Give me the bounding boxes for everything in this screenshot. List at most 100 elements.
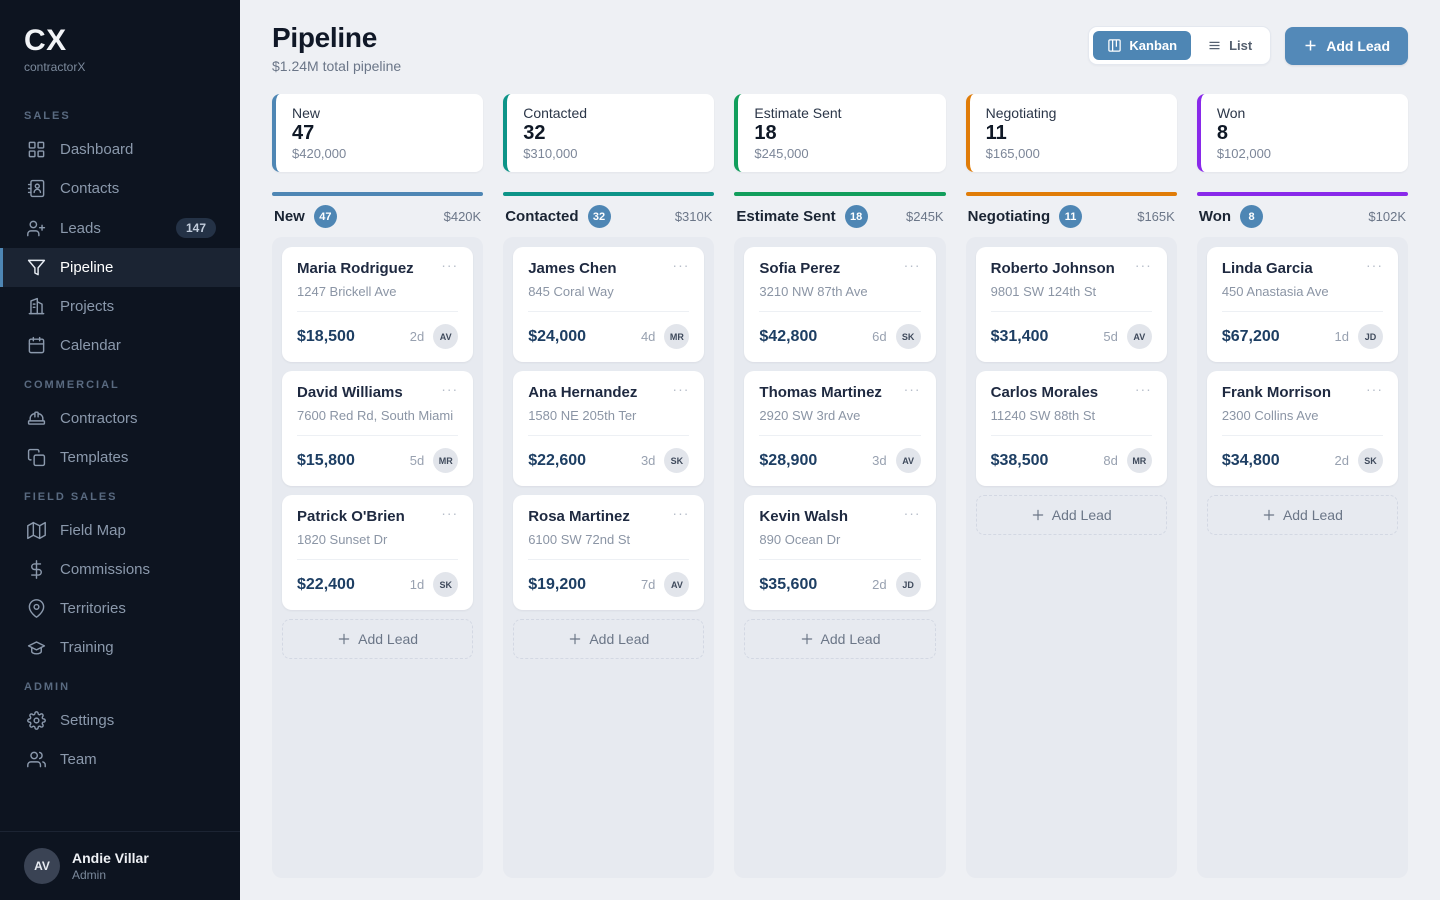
lead-card-maria-rodriguez[interactable]: Maria Rodriguez ··· 1247 Brickell Ave $18,5…	[282, 247, 474, 362]
column-add-lead-button[interactable]: Add Lead	[744, 619, 936, 659]
lead-card-sofia-perez[interactable]: Sofia Perez ··· 3210 NW 87th Ave $42,800 6d S…	[744, 247, 936, 362]
lead-card-top: Linda Garcia ···	[1222, 257, 1384, 277]
card-menu-icon[interactable]: ···	[1366, 257, 1384, 273]
app-logo: CX	[24, 24, 67, 57]
card-menu-icon[interactable]: ···	[672, 381, 690, 397]
card-menu-icon[interactable]: ···	[441, 381, 459, 397]
lead-card-footer: $15,800 5d MR	[297, 435, 459, 473]
summary-stage-label: New	[292, 105, 321, 121]
summary-stage-value: $420,000	[292, 146, 347, 161]
lead-card-top: Carlos Morales ···	[991, 381, 1152, 401]
lead-address: 9801 SW 124th St	[990, 284, 1097, 299]
lead-card-kevin-walsh[interactable]: Kevin Walsh ··· 890 Ocean Dr $35,600 2d JD	[744, 495, 936, 610]
kanban-view-button[interactable]: Kanban	[1093, 31, 1192, 60]
lead-age: 5d	[409, 453, 425, 468]
column-name: Estimate Sent	[736, 208, 836, 225]
kanban-icon	[1108, 39, 1122, 52]
lead-address: 3210 NW 87th Ave	[759, 284, 868, 299]
lead-card-roberto-johnson[interactable]: Roberto Johnson ··· 9801 SW 124th St $31,40…	[975, 247, 1167, 362]
sidebar-item-leads[interactable]: Leads 147	[0, 208, 240, 248]
lead-address: 2300 Collins Ave	[1221, 408, 1319, 423]
card-menu-icon[interactable]: ···	[1134, 381, 1152, 397]
sidebar-item-templates[interactable]: Templates	[0, 438, 240, 477]
lead-card-top: Maria Rodriguez ···	[297, 257, 459, 277]
lead-card-ana-hernandez[interactable]: Ana Hernandez ··· 1580 NE 205th Ter $22,600…	[513, 371, 705, 486]
column-count-badge: 18	[844, 205, 868, 228]
lead-card-james-chen[interactable]: James Chen ··· 845 Coral Way $24,000 4d MR	[513, 247, 705, 362]
column-add-lead-button[interactable]: Add Lead	[513, 619, 705, 659]
lead-value: $67,200	[1221, 327, 1280, 345]
lead-card-footer: $34,800 2d SK	[1221, 435, 1384, 473]
sidebar-item-calendar[interactable]: Calendar	[0, 326, 240, 365]
lead-age: 8d	[1103, 453, 1118, 468]
lead-card-rosa-martinez[interactable]: Rosa Martinez ··· 6100 SW 72nd St $19,200 7d…	[513, 495, 705, 610]
hard-hat-icon	[27, 411, 46, 425]
column-body: James Chen ··· 845 Coral Way $24,000 4d MR Ana…	[503, 237, 715, 878]
sidebar-item-label: Pipeline	[60, 259, 114, 276]
sidebar-item-contractors[interactable]: Contractors	[0, 399, 240, 438]
lead-card-frank-morrison[interactable]: Frank Morrison ··· 2300 Collins Ave $34,800…	[1206, 371, 1399, 486]
lead-card-linda-garcia[interactable]: Linda Garcia ··· 450 Anastasia Ave $67,200 1…	[1206, 247, 1399, 362]
view-toggle: Kanban List	[1088, 26, 1272, 65]
sidebar-item-contacts[interactable]: Contacts	[0, 169, 240, 208]
lead-card-footer: $31,400 5d AV	[990, 311, 1152, 349]
column-color-bar	[965, 192, 1177, 196]
user-box[interactable]: AV Andie Villar Admin	[0, 831, 240, 900]
lead-name: Maria Rodriguez	[297, 260, 414, 277]
column-body: Linda Garcia ··· 450 Anastasia Ave $67,200 1…	[1196, 237, 1408, 878]
sidebar-item-field-map[interactable]: Field Map	[0, 511, 240, 550]
card-menu-icon[interactable]: ···	[672, 257, 690, 273]
kanban-board: New 47 $420K Maria Rodriguez ··· 1247 Brickel…	[272, 192, 1408, 878]
card-menu-icon[interactable]: ···	[1366, 381, 1384, 397]
page-title: Pipeline	[272, 22, 377, 53]
lead-value: $15,800	[297, 451, 355, 469]
card-menu-icon[interactable]: ···	[441, 505, 459, 521]
summary-stage-value: $245,000	[754, 146, 809, 161]
leads-count-badge: 147	[175, 218, 216, 238]
card-menu-icon[interactable]: ···	[903, 257, 921, 273]
column-color-bar	[1196, 192, 1408, 196]
column-add-lead-button[interactable]: Add Lead	[975, 495, 1167, 535]
lead-card-carlos-morales[interactable]: Carlos Morales ··· 11240 SW 88th St $38,500…	[975, 371, 1167, 486]
summary-stage-count: 47	[292, 122, 315, 144]
grid-icon	[28, 141, 45, 158]
sidebar-item-territories[interactable]: Territories	[0, 589, 240, 628]
list-view-button[interactable]: List	[1193, 31, 1266, 60]
column-color-bar	[272, 192, 484, 196]
lead-card-top: Roberto Johnson ···	[991, 257, 1152, 277]
sidebar-item-commissions[interactable]: Commissions	[0, 550, 240, 589]
card-menu-icon[interactable]: ···	[1134, 257, 1152, 273]
sidebar-item-training[interactable]: Training	[0, 628, 240, 667]
lead-owner-avatar: MR	[433, 448, 459, 473]
add-lead-button[interactable]: Add Lead	[1285, 26, 1408, 65]
lead-name: Kevin Walsh	[759, 508, 849, 525]
sidebar-item-label: Contacts	[60, 180, 120, 197]
sidebar-item-label: Templates	[60, 449, 129, 466]
card-menu-icon[interactable]: ···	[441, 257, 459, 273]
card-menu-icon[interactable]: ···	[672, 505, 690, 521]
column-add-lead-label: Add Lead	[1051, 507, 1112, 523]
plus-icon	[801, 633, 812, 645]
column-add-lead-button[interactable]: Add Lead	[282, 619, 474, 659]
card-menu-icon[interactable]: ···	[903, 381, 921, 397]
sidebar-item-dashboard[interactable]: Dashboard	[0, 130, 240, 169]
sidebar-item-pipeline[interactable]: Pipeline	[0, 248, 240, 287]
lead-value: $22,600	[528, 451, 587, 469]
lead-owner-avatar: AV	[895, 448, 921, 473]
card-menu-icon[interactable]: ···	[903, 505, 921, 521]
sidebar-item-label: Training	[60, 639, 114, 656]
sidebar-item-team[interactable]: Team	[0, 740, 240, 779]
lead-card-patrick-o-brien[interactable]: Patrick O'Brien ··· 1820 Sunset Dr $22,400 1…	[282, 495, 474, 610]
lead-address: 7600 Red Rd, South Miami	[297, 408, 454, 423]
lead-card-david-williams[interactable]: David Williams ··· 7600 Red Rd, South Miam…	[282, 371, 474, 486]
lead-card-thomas-martinez[interactable]: Thomas Martinez ··· 2920 SW 3rd Ave $28,900…	[744, 371, 936, 486]
sidebar-item-projects[interactable]: Projects	[0, 287, 240, 326]
map-pin-icon	[28, 599, 45, 618]
column-add-lead-button[interactable]: Add Lead	[1206, 495, 1399, 535]
calendar-icon	[28, 336, 45, 354]
column-name: New	[274, 208, 305, 225]
gear-icon	[27, 711, 46, 730]
sidebar-item-settings[interactable]: Settings	[0, 701, 240, 740]
page-header: Pipeline $1.24M total pipeline Kanban Li…	[272, 22, 1408, 74]
lead-value: $28,900	[759, 451, 818, 469]
